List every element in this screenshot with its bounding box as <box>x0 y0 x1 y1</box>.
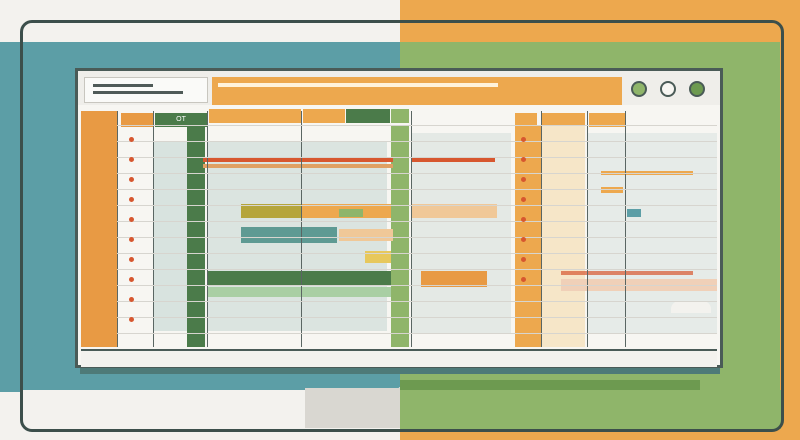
cloud-shape <box>671 301 711 313</box>
status-dot <box>129 177 134 182</box>
status-dot <box>129 217 134 222</box>
row-gridline <box>117 237 717 238</box>
address-bar[interactable] <box>212 77 622 105</box>
gantt-bar-red[interactable] <box>411 158 495 162</box>
gantt-bar-olive[interactable] <box>241 204 301 218</box>
row-gridline <box>117 205 717 206</box>
status-dot <box>521 217 526 222</box>
status-dot <box>521 177 526 182</box>
status-dot <box>129 297 134 302</box>
minimize-button[interactable] <box>631 81 647 97</box>
status-dot <box>521 237 526 242</box>
gridline <box>301 111 302 347</box>
monitor-stand <box>305 388 400 428</box>
row-gridline <box>117 253 717 254</box>
row-gridline <box>117 333 717 334</box>
title-line <box>93 84 153 87</box>
shaded-block <box>411 133 511 333</box>
gantt-bar-peach[interactable] <box>339 229 393 241</box>
row-gridline <box>117 173 717 174</box>
gantt-bar-red[interactable] <box>203 158 393 162</box>
row-gridline <box>117 141 717 142</box>
gantt-bar-red[interactable] <box>561 271 693 275</box>
column-header[interactable] <box>121 113 153 127</box>
close-button[interactable] <box>689 81 705 97</box>
column-header[interactable] <box>346 109 390 123</box>
row-gridline <box>117 285 717 286</box>
gridline <box>625 111 626 347</box>
status-dot <box>129 277 134 282</box>
status-dot <box>521 257 526 262</box>
column-header-label[interactable]: OT <box>155 113 207 127</box>
title-line <box>93 91 183 94</box>
row-gridline <box>117 125 717 126</box>
gantt-bar-yellow[interactable] <box>365 251 391 263</box>
gantt-bar-orange[interactable] <box>203 164 393 168</box>
window-shadow <box>80 368 720 374</box>
column-header[interactable] <box>391 109 409 123</box>
row-gridline <box>117 317 717 318</box>
status-dot <box>129 257 134 262</box>
shaded-block <box>587 133 717 333</box>
gantt-bar-peach[interactable] <box>411 204 497 218</box>
spreadsheet-grid[interactable]: OT <box>81 109 717 347</box>
spreadsheet-window: OT <box>75 68 723 368</box>
gantt-bar-teal[interactable] <box>241 227 337 243</box>
green-column <box>187 125 205 347</box>
column-header[interactable] <box>589 113 625 127</box>
column-header[interactable] <box>303 109 345 123</box>
gantt-bar-orange[interactable] <box>601 187 623 193</box>
status-dot <box>129 317 134 322</box>
gantt-bar-dark-green[interactable] <box>207 271 391 285</box>
status-dot <box>129 197 134 202</box>
row-gridline <box>117 157 717 158</box>
column-header[interactable] <box>209 109 301 123</box>
status-dot <box>521 197 526 202</box>
status-dot <box>129 157 134 162</box>
gantt-bar-teal[interactable] <box>627 209 641 217</box>
gridline <box>207 111 208 347</box>
status-bar <box>81 349 717 367</box>
row-gridline <box>117 189 717 190</box>
status-dot <box>521 137 526 142</box>
gridline <box>411 111 412 347</box>
row-header-column <box>81 111 117 347</box>
pale-column <box>541 125 585 347</box>
gridline <box>117 111 118 347</box>
titlebar <box>78 71 720 105</box>
maximize-button[interactable] <box>660 81 676 97</box>
row-gridline <box>117 269 717 270</box>
address-text-placeholder <box>218 83 498 87</box>
status-dot <box>521 157 526 162</box>
frame-bottom-right <box>400 390 781 429</box>
app-title-box <box>84 77 208 103</box>
status-dot <box>129 237 134 242</box>
column-header[interactable] <box>515 113 537 127</box>
gridline <box>587 111 588 347</box>
status-dot <box>129 137 134 142</box>
gantt-bar-orange[interactable] <box>421 271 487 287</box>
gantt-bar-light-green[interactable] <box>207 287 391 297</box>
column-header[interactable] <box>541 113 585 127</box>
shaded-block <box>153 141 187 331</box>
monitor-frame <box>20 20 784 432</box>
light-green-column <box>391 125 409 347</box>
orange-column <box>515 125 541 347</box>
gridline <box>153 111 154 347</box>
gantt-bar-green[interactable] <box>339 209 363 217</box>
gridline <box>541 111 542 347</box>
row-gridline <box>117 221 717 222</box>
status-dot <box>521 277 526 282</box>
row-gridline <box>117 301 717 302</box>
